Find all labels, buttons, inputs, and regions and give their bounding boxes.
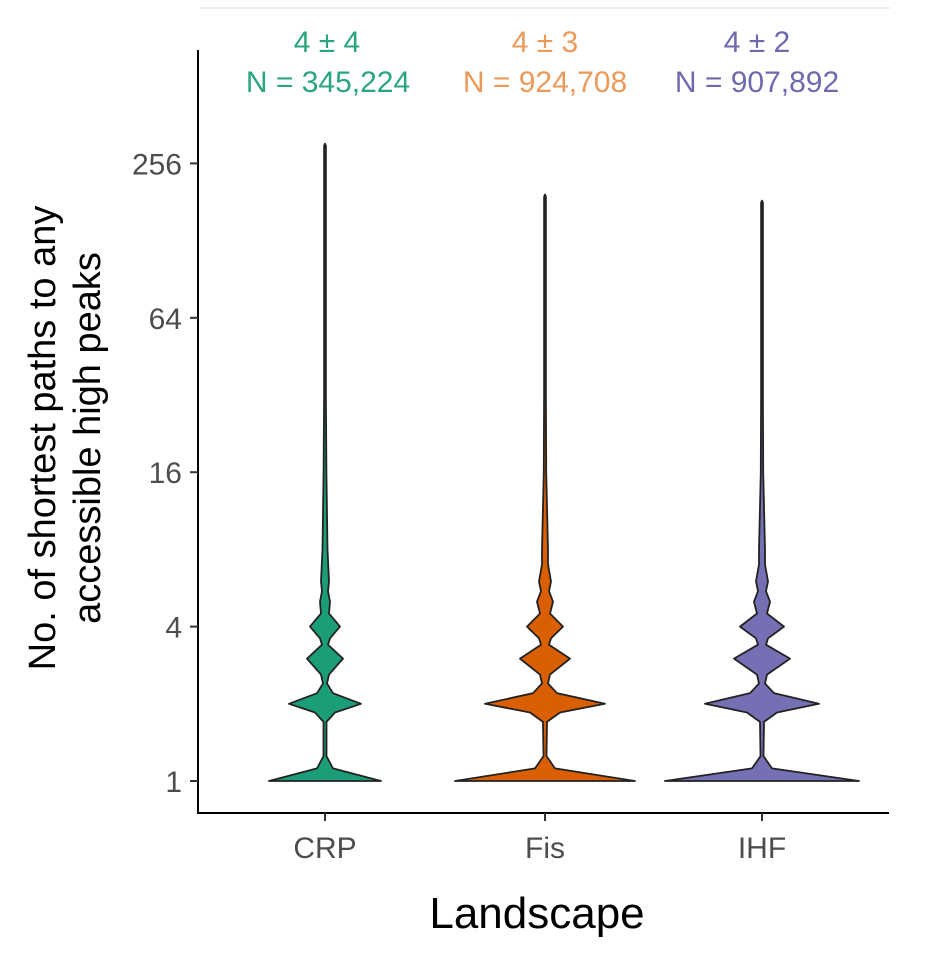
x-tick-label: Fis: [525, 832, 565, 865]
y-tick-label: 1: [165, 766, 182, 799]
y-ticks: 1 4 16 64 256: [132, 148, 198, 799]
y-axis-label-line-2: accessible high peaks: [67, 252, 109, 624]
violin-fis: [454, 193, 636, 782]
x-axis-label: Landscape: [429, 889, 644, 938]
y-tick-label: 4: [165, 612, 182, 645]
y-axis-label: No. of shortest paths to any accessible …: [22, 206, 109, 671]
y-tick-label: 64: [149, 303, 182, 336]
y-axis-label-line-1: No. of shortest paths to any: [22, 206, 64, 671]
n-label-crp: N = 345,224: [246, 66, 410, 99]
n-label-ihf: N = 907,892: [675, 66, 839, 99]
x-tick-label: CRP: [293, 832, 356, 865]
stat-label-crp: 4 ± 4: [294, 26, 361, 59]
annotations: 4 ± 4 N = 345,224 4 ± 3 N = 924,708 4 ± 2 N =…: [246, 26, 839, 99]
stat-label-fis: 4 ± 3: [512, 26, 579, 59]
n-label-fis: N = 924,708: [463, 66, 627, 99]
violin-crp: [268, 142, 382, 782]
x-tick-label: IHF: [738, 832, 786, 865]
violin-ihf: [664, 199, 860, 782]
violins: [268, 142, 860, 782]
y-tick-label: 16: [149, 457, 182, 490]
stat-label-ihf: 4 ± 2: [724, 26, 791, 59]
y-tick-label: 256: [132, 148, 182, 181]
x-ticks: CRP Fis IHF: [293, 813, 786, 865]
